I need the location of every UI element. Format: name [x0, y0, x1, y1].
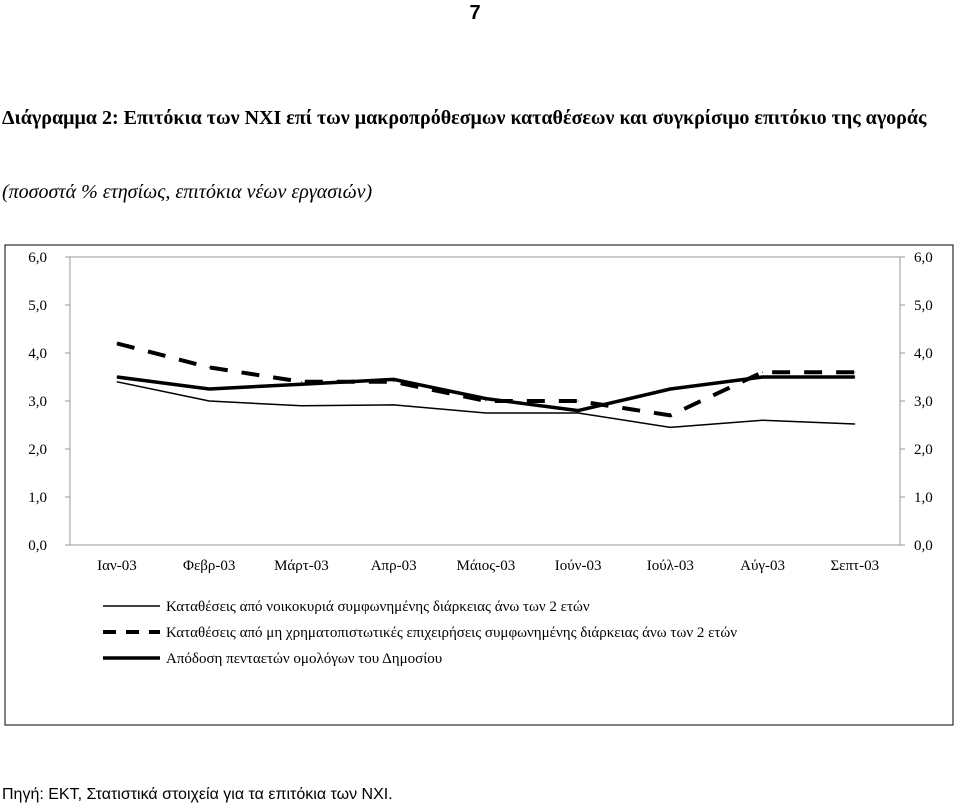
- series-2-point: [669, 414, 671, 416]
- y-tick-label-left: 0,0: [28, 538, 47, 554]
- y-tick-label-left: 6,0: [28, 250, 47, 266]
- chart-frame: [4, 244, 954, 726]
- series-1-point: [393, 404, 395, 406]
- y-tick-label-right: 3,0: [914, 394, 933, 410]
- series-3-point: [393, 378, 395, 380]
- series-1-point: [762, 419, 764, 421]
- series-1-point: [577, 412, 579, 414]
- y-tick-label-right: 4,0: [914, 346, 933, 362]
- plot-area: [69, 256, 901, 546]
- series-2-point: [116, 342, 118, 344]
- series-2-point: [208, 366, 210, 368]
- series-3-point: [577, 410, 579, 412]
- y-tick-label-left: 2,0: [28, 442, 47, 458]
- series-2-point: [300, 381, 302, 383]
- legend-label-3: Απόδοση πενταετών ομολόγων του Δημοσίου: [166, 651, 442, 667]
- chart-subtitle: (ποσοστά % ετησίως, επιτόκια νέων εργασι…: [2, 181, 373, 203]
- series-2-point: [577, 400, 579, 402]
- series-1-point: [854, 423, 856, 425]
- series-1-point: [669, 426, 671, 428]
- series-1-point: [485, 412, 487, 414]
- series-2-point: [485, 400, 487, 402]
- series-1-point: [208, 400, 210, 402]
- series-layer: [116, 341, 856, 429]
- y-tick-label-left: 4,0: [28, 346, 47, 362]
- y-tick-label-left: 3,0: [28, 394, 47, 410]
- series-3-point: [762, 376, 764, 378]
- legend: Καταθέσεις από νοικοκυριά συμφωνημένης δ…: [103, 599, 737, 667]
- y-tick-label-left: 1,0: [28, 490, 47, 506]
- x-tick-label: Σεπτ-03: [830, 558, 879, 574]
- series-3-point: [208, 388, 210, 390]
- source-note: Πηγή: ΕΚΤ, Στατιστικά στοιχεία για τα επ…: [2, 786, 393, 803]
- plot-border: [69, 256, 901, 546]
- series-3-point: [116, 376, 118, 378]
- legend-label-2: Καταθέσεις από μη χρηματοπιστωτικές επιχ…: [166, 625, 737, 641]
- y-tick-label-right: 1,0: [914, 490, 933, 506]
- series-2-point: [393, 381, 395, 383]
- legend-label-1: Καταθέσεις από νοικοκυριά συμφωνημένης δ…: [166, 599, 590, 615]
- page-number: 7: [469, 2, 481, 24]
- series-3-point: [300, 383, 302, 385]
- series-3-point: [485, 398, 487, 400]
- x-tick-label: Μάρτ-03: [274, 558, 329, 574]
- x-axis: Ιαν-03 Φεβρ-03 Μάρτ-03 Απρ-03 Μάιος-03 Ιούν-0…: [97, 558, 879, 574]
- series-1-point: [300, 405, 302, 407]
- x-tick-label: Φεβρ-03: [183, 558, 235, 574]
- series-1-point: [116, 381, 118, 383]
- chart-title: Διάγραμμα 2: Επιτόκια των ΝΧΙ επί των μα…: [2, 107, 927, 129]
- series-3-point: [669, 388, 671, 390]
- y-tick-label-right: 6,0: [914, 250, 933, 266]
- x-tick-label: Απρ-03: [371, 558, 417, 574]
- y-tick-label-left: 5,0: [28, 298, 47, 314]
- y-axis-left: 0,0 1,0 2,0 3,0 4,0 5,0 6,0: [28, 250, 70, 554]
- x-tick-label: Μάιος-03: [457, 558, 516, 574]
- y-tick-label-right: 2,0: [914, 442, 933, 458]
- y-axis-right: 0,0 1,0 2,0 3,0 4,0 5,0 6,0: [900, 250, 933, 554]
- series-2-point: [854, 371, 856, 373]
- y-tick-label-right: 5,0: [914, 298, 933, 314]
- y-tick-label-right: 0,0: [914, 538, 933, 554]
- x-tick-label: Ιούν-03: [555, 558, 602, 574]
- series-2-point: [762, 371, 764, 373]
- x-tick-label: Αύγ-03: [740, 558, 785, 574]
- x-tick-label: Ιούλ-03: [647, 558, 694, 574]
- x-tick-label: Ιαν-03: [97, 558, 137, 574]
- series-3-point: [854, 376, 856, 378]
